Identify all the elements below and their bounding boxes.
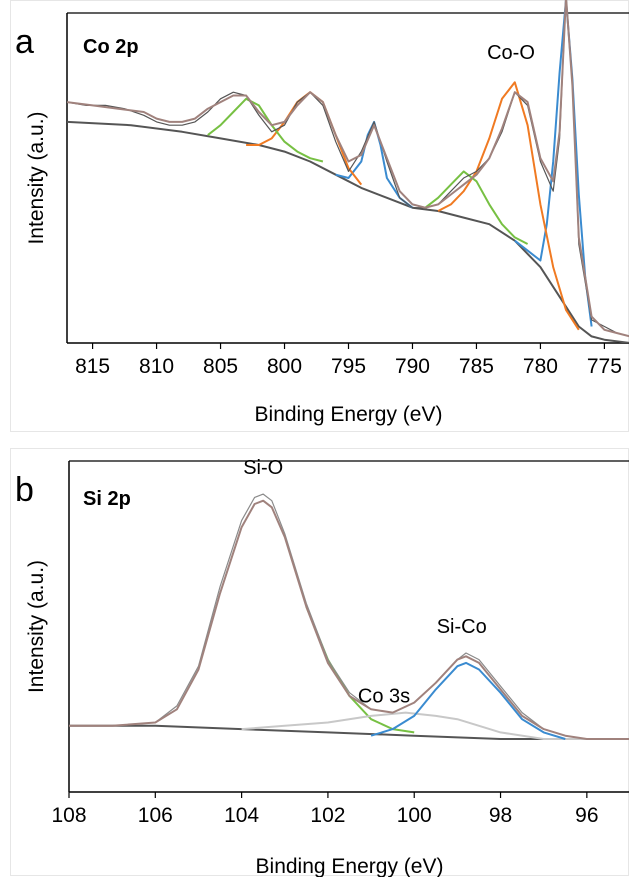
series-line-envelope-1	[67, 0, 629, 338]
y-axis-label: Intensity (a.u.)	[25, 560, 48, 693]
x-tick-label: 98	[489, 804, 512, 827]
series-line-fit-5	[424, 170, 529, 245]
x-tick-label: 790	[395, 355, 430, 378]
co2p-chart: 815 810 805 800 795 790 785 780 775 a Co 2p Binding…	[15, 0, 629, 426]
peak-annotation: Si-Co	[437, 616, 487, 638]
series-line-fit-8	[207, 97, 324, 163]
x-tick-label: 805	[203, 355, 238, 378]
x-tick-label: 800	[267, 355, 302, 378]
series-line-envelope-1	[69, 499, 629, 740]
x-tick-label: 775	[587, 355, 622, 378]
series-line-fit-5	[370, 661, 566, 740]
series-line-raw-0	[69, 493, 629, 740]
series-line-fit-4	[437, 81, 580, 331]
peak-annotation: Co 3s	[358, 686, 410, 708]
peak-annotation: Co-Si	[541, 0, 591, 2]
panel-letter: a	[15, 23, 34, 61]
chart-panel-b: 108 106 104 102 100 98 96 b Si 2p Binding Energy …	[10, 448, 629, 877]
series-group	[69, 493, 629, 740]
inset-label: Co 2p	[83, 36, 139, 58]
x-axis-label: Binding Energy (eV)	[256, 855, 444, 877]
series-group	[67, 0, 629, 343]
y-axis-label: Intensity (a.u.)	[25, 111, 48, 244]
x-tick-label: 810	[139, 355, 174, 378]
x-tick-label: 108	[51, 804, 86, 827]
panel-letter: b	[15, 471, 34, 509]
x-tick-label: 780	[523, 355, 558, 378]
chart-panel-a: 815 810 805 800 795 790 785 780 775 a Co 2p Binding…	[10, 0, 629, 432]
peak-annotation: Si-O	[243, 457, 283, 479]
peak-annotation: Co-O	[487, 42, 535, 64]
x-tick-label: 96	[575, 804, 598, 827]
x-tick-label: 795	[331, 355, 366, 378]
x-tick-label: 785	[459, 355, 494, 378]
x-tick-label: 104	[224, 804, 259, 827]
x-tick-label: 815	[75, 355, 110, 378]
x-tick-label: 102	[310, 804, 345, 827]
x-tick-label: 106	[138, 804, 173, 827]
si2p-chart: 108 106 104 102 100 98 96 b Si 2p Binding Energy …	[15, 457, 629, 877]
x-tick-label: 100	[397, 804, 432, 827]
series-line-fit-7	[246, 91, 363, 186]
series-line-fit-3	[514, 0, 593, 327]
inset-label: Si 2p	[83, 488, 131, 510]
x-axis-label: Binding Energy (eV)	[255, 403, 443, 426]
series-line-fit-4	[241, 711, 629, 740]
